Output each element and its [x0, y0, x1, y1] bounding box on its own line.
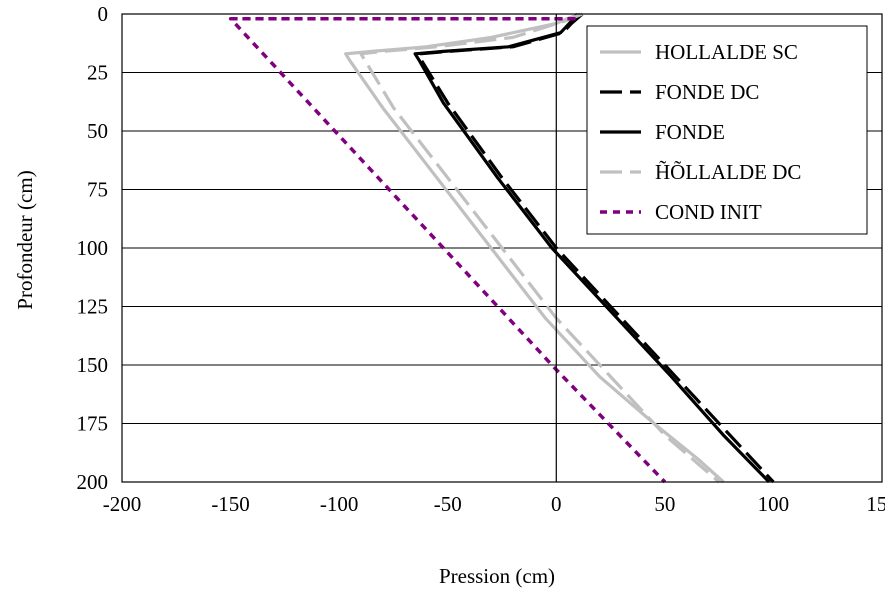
legend-label: H̃ÕLLALDE DC [655, 160, 801, 184]
x-tick-label: -50 [434, 492, 462, 516]
y-tick-label: 175 [77, 412, 109, 436]
series-line-0 [344, 12, 725, 484]
plot-frame [121, 13, 883, 483]
y-tick-label: 125 [77, 295, 109, 319]
x-tick-label: 150 [866, 492, 885, 516]
x-tick-labels: -200 -150 -100 -50 0 50 100 150 [103, 492, 885, 516]
y-tick-label: 100 [77, 236, 109, 260]
series-line-3 [359, 12, 721, 484]
legend-label: HOLLALDE SC [655, 40, 798, 64]
x-axis-label: Pression (cm) [439, 564, 555, 588]
series-line-2 [413, 12, 771, 484]
legend-box [586, 25, 868, 235]
x-tick-label: -150 [211, 492, 250, 516]
axes [121, 13, 883, 483]
y-axis-label: Profondeur (cm) [13, 170, 37, 309]
x-tick-label: -200 [103, 492, 142, 516]
legend-label: FONDE DC [655, 80, 759, 104]
x-tick-label: 100 [758, 492, 790, 516]
y-tick-label: 150 [77, 353, 109, 377]
y-tick-label: 50 [87, 119, 108, 143]
series-line-4 [228, 16, 667, 484]
y-tick-label: 0 [98, 2, 109, 26]
x-tick-label: 0 [551, 492, 562, 516]
legend: HOLLALDE SC FONDE DC FONDE H̃ÕLLALDE DC COND… [586, 25, 868, 235]
series-layer [228, 12, 775, 484]
x-tick-label: -100 [320, 492, 359, 516]
x-tick-label: 50 [654, 492, 675, 516]
legend-label: COND INIT [655, 200, 762, 224]
y-tick-label: 75 [87, 178, 108, 202]
y-tick-label: 200 [77, 470, 109, 494]
y-tick-labels: 0 25 50 75 100 125 150 175 200 [77, 2, 109, 494]
y-tick-label: 25 [87, 61, 108, 85]
legend-label: FONDE [655, 120, 725, 144]
